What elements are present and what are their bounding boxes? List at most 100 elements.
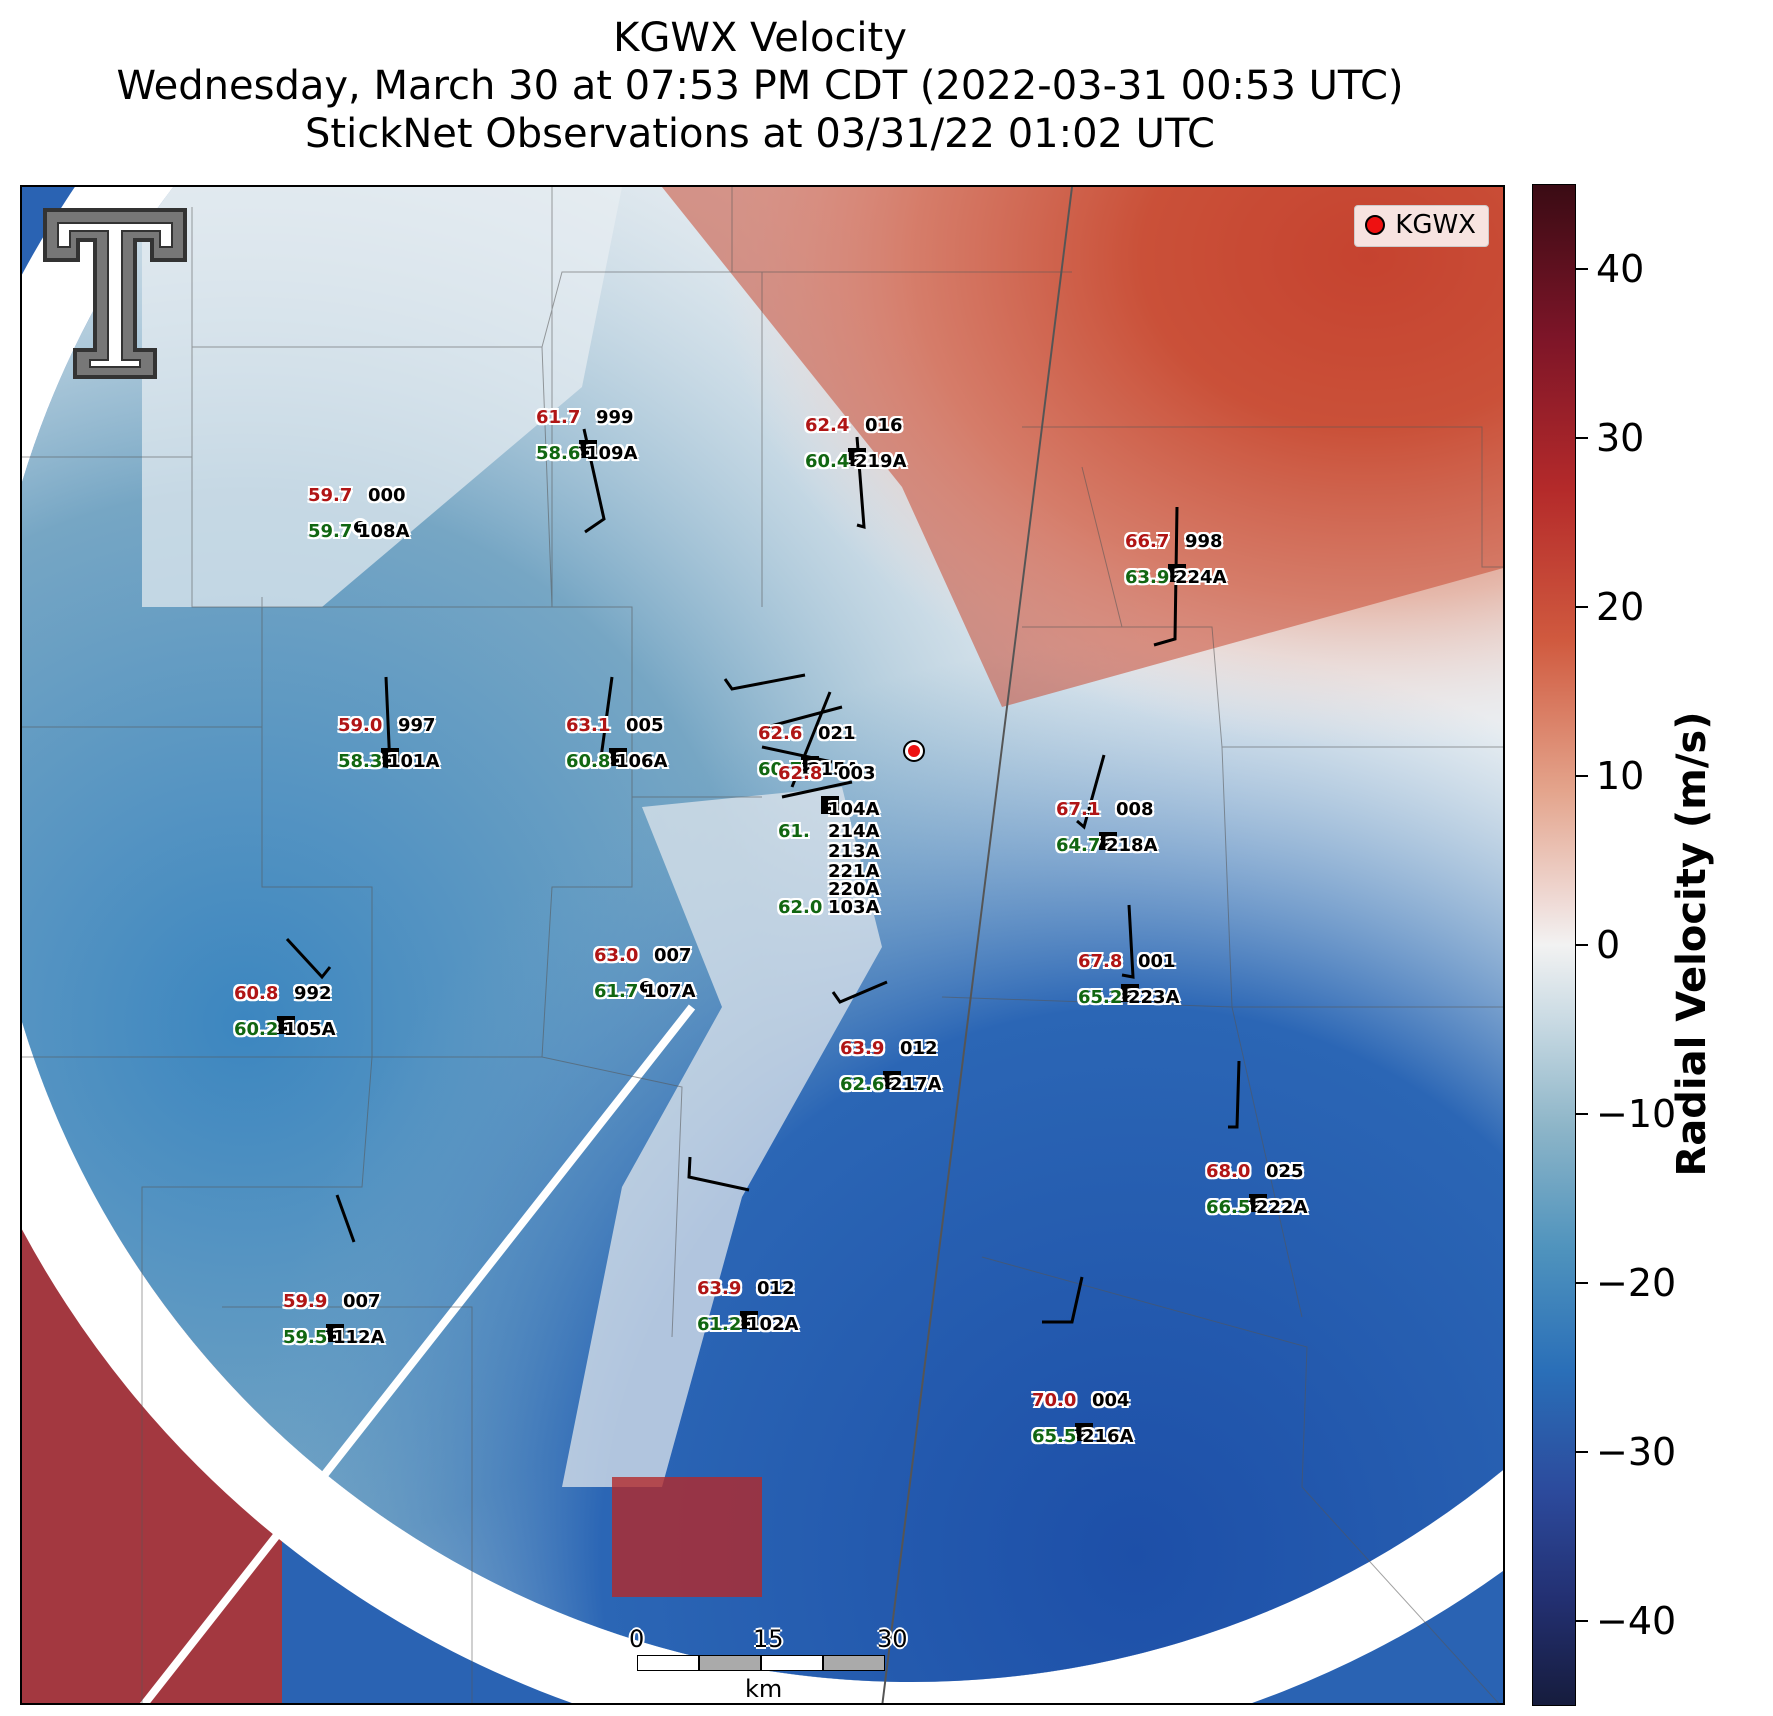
station-temperature: 68.0 bbox=[1206, 1161, 1251, 1182]
station-temperature: 59.7 bbox=[308, 485, 353, 506]
map-legend: KGWX bbox=[1354, 205, 1489, 247]
station-temperature: 62.6 bbox=[758, 723, 803, 744]
station-id-bottom: 112A bbox=[333, 1327, 385, 1348]
station-dewpoint: 60.2 bbox=[234, 1019, 279, 1040]
station-id-bottom: 216A bbox=[1082, 1426, 1134, 1447]
colorbar-tick-label: −40 bbox=[1596, 1599, 1677, 1644]
colorbar-tick-label: 0 bbox=[1596, 923, 1621, 967]
station-square-marker-icon[interactable] bbox=[821, 796, 839, 814]
station-dewpoint: 61.2 bbox=[697, 1314, 742, 1335]
scale-bar: 0 15 30 km bbox=[629, 1623, 908, 1703]
station-id-top: 012 bbox=[757, 1278, 795, 1299]
station-temperature: 63.9 bbox=[697, 1278, 742, 1299]
station-temperature: 61.7 bbox=[536, 407, 581, 428]
colorbar-tick-label: 30 bbox=[1596, 415, 1645, 460]
colorbar bbox=[1532, 184, 1576, 1706]
colorbar-tick bbox=[1576, 605, 1588, 608]
colorbar-tick bbox=[1576, 1451, 1588, 1454]
station-temperature: 63.0 bbox=[594, 945, 639, 966]
station-square-marker-icon[interactable] bbox=[326, 1324, 344, 1342]
station-id-top: 012 bbox=[900, 1038, 938, 1059]
station-temperature: 59.0 bbox=[338, 715, 383, 736]
colorbar-tick-label: 20 bbox=[1596, 584, 1645, 629]
station-id-bottom: 217A bbox=[890, 1074, 942, 1095]
station-temperature: 63.1 bbox=[566, 715, 611, 736]
station-dewpoint: 59.7 bbox=[308, 521, 353, 542]
station-square-marker-icon[interactable] bbox=[609, 748, 627, 766]
station-square-marker-icon[interactable] bbox=[277, 1016, 295, 1034]
station-id-bottom: 223A bbox=[1128, 987, 1180, 1008]
scale-bar-segment bbox=[637, 1655, 699, 1671]
colorbar-tick-label: −10 bbox=[1596, 1092, 1677, 1137]
station-id-bottom: 220A bbox=[828, 879, 880, 900]
station-id-bottom: 213A bbox=[828, 841, 880, 862]
station-square-marker-icon[interactable] bbox=[848, 448, 866, 466]
title-line-1: KGWX Velocity bbox=[613, 15, 907, 61]
county-borders bbox=[22, 187, 1503, 1703]
station-dewpoint: 63.9 bbox=[1125, 567, 1170, 588]
station-square-marker-icon[interactable] bbox=[579, 440, 597, 458]
station-circle-marker-icon[interactable] bbox=[351, 518, 369, 536]
scale-bar-segment bbox=[761, 1655, 823, 1671]
scale-bar-segment bbox=[699, 1655, 761, 1671]
station-square-marker-icon[interactable] bbox=[381, 748, 399, 766]
figure-title: KGWX Velocity Wednesday, March 30 at 07:… bbox=[0, 14, 1520, 158]
station-temperature: 62.8 bbox=[778, 763, 823, 784]
station-id-top: 998 bbox=[1185, 531, 1223, 552]
station-id-top: 992 bbox=[294, 983, 332, 1004]
station-id-top: 997 bbox=[398, 715, 436, 736]
station-square-marker-icon[interactable] bbox=[883, 1071, 901, 1089]
station-id-top: 004 bbox=[1092, 1390, 1130, 1411]
station-id-bottom: 222A bbox=[1256, 1197, 1308, 1218]
station-id-top: 016 bbox=[865, 415, 903, 436]
station-dewpoint: 58.3 bbox=[338, 751, 383, 772]
radar-map[interactable]: KGWX 59.7 000 59.7 108A 61.7 999 58.6 109A 62.4 0… bbox=[20, 185, 1505, 1705]
station-temperature: 60.8 bbox=[234, 983, 279, 1004]
station-id-bottom: 106A bbox=[616, 751, 668, 772]
colorbar-tick bbox=[1576, 267, 1588, 270]
colorbar-tick bbox=[1576, 774, 1588, 777]
station-square-marker-icon[interactable] bbox=[1099, 832, 1117, 850]
station-id-bottom: 214A bbox=[828, 821, 880, 842]
scale-bar-label: 0 bbox=[629, 1625, 645, 1653]
colorbar-tick bbox=[1576, 1113, 1588, 1116]
station-dewpoint: 60.7 bbox=[758, 759, 803, 780]
kgwx-radar-site-icon[interactable] bbox=[905, 742, 923, 760]
scale-bar-segment bbox=[823, 1655, 885, 1671]
scale-bar-label: 15 bbox=[753, 1625, 784, 1653]
station-circle-marker-icon[interactable] bbox=[637, 978, 655, 996]
station-square-marker-icon[interactable] bbox=[1075, 1423, 1093, 1441]
station-id-bottom: 103A bbox=[828, 897, 880, 918]
colorbar-tick bbox=[1576, 1282, 1588, 1285]
station-id-top: 021 bbox=[818, 723, 856, 744]
colorbar-tick-label: 40 bbox=[1596, 246, 1645, 291]
station-id-top: 003 bbox=[838, 763, 876, 784]
station-dewpoint: 59.5 bbox=[283, 1327, 328, 1348]
station-id-top: 999 bbox=[596, 407, 634, 428]
station-temperature: 66.7 bbox=[1125, 531, 1170, 552]
station-dewpoint: 65.2 bbox=[1078, 987, 1123, 1008]
beam-blockage-line bbox=[140, 1004, 696, 1703]
station-square-marker-icon[interactable] bbox=[1249, 1194, 1267, 1212]
station-square-marker-icon[interactable] bbox=[1168, 564, 1186, 582]
colorbar-tick-label: −30 bbox=[1596, 1430, 1677, 1475]
station-id-bottom: 109A bbox=[586, 443, 638, 464]
state-border bbox=[881, 187, 1073, 1703]
station-id-bottom: 105A bbox=[284, 1019, 336, 1040]
station-temperature: 67.8 bbox=[1078, 951, 1123, 972]
station-id-top: 005 bbox=[626, 715, 664, 736]
scale-bar-unit: km bbox=[745, 1675, 783, 1703]
title-line-2: Wednesday, March 30 at 07:53 PM CDT (202… bbox=[116, 63, 1404, 109]
station-dewpoint: 65.5 bbox=[1032, 1426, 1077, 1447]
station-id-bottom: 102A bbox=[747, 1314, 799, 1335]
station-id-top: 001 bbox=[1138, 951, 1176, 972]
station-id-bottom: 104A bbox=[828, 799, 880, 820]
station-square-marker-icon[interactable] bbox=[801, 756, 819, 774]
colorbar-tick-label: −20 bbox=[1596, 1261, 1677, 1306]
station-square-marker-icon[interactable] bbox=[1121, 984, 1139, 1002]
station-id-top: 007 bbox=[343, 1291, 381, 1312]
colorbar-tick bbox=[1576, 944, 1588, 946]
station-id-bottom: 107A bbox=[644, 981, 696, 1002]
station-id-top: 025 bbox=[1266, 1161, 1304, 1182]
station-square-marker-icon[interactable] bbox=[740, 1311, 758, 1329]
